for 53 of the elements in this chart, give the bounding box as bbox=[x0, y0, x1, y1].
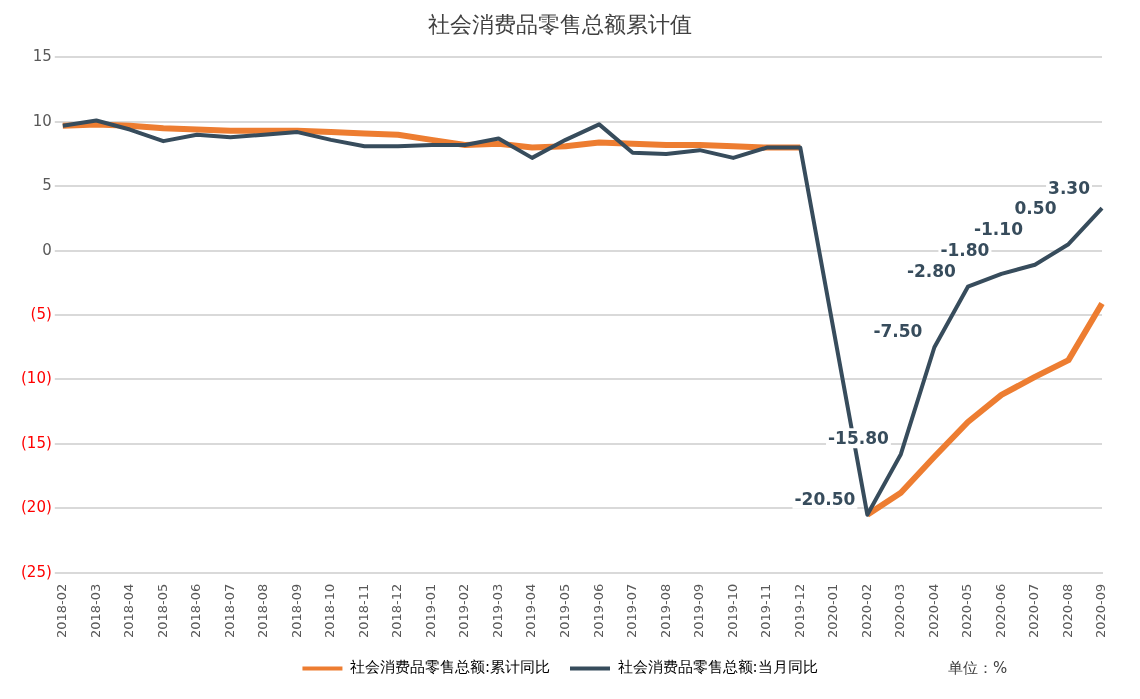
x-tick-label: 2019-03 bbox=[489, 583, 505, 639]
x-tick-label: 2019-12 bbox=[791, 583, 807, 639]
data-label: -20.50 bbox=[794, 488, 856, 509]
x-tick-label: 2019-11 bbox=[758, 583, 774, 639]
x-tick-label: 2019-04 bbox=[523, 583, 539, 639]
x-tick-label: 2019-02 bbox=[456, 583, 472, 639]
x-tick-label: 2018-04 bbox=[121, 583, 137, 639]
y-tick-label: 10 bbox=[32, 111, 52, 130]
x-tick-label: 2019-07 bbox=[624, 583, 640, 639]
x-tick-label: 2020-07 bbox=[1026, 583, 1042, 639]
y-tick-label: (25) bbox=[20, 562, 52, 581]
x-tick-label: 2018-12 bbox=[389, 583, 405, 639]
x-tick-label: 2019-09 bbox=[691, 583, 707, 639]
x-tick-label: 2019-08 bbox=[657, 583, 673, 639]
x-tick-label: 2019-10 bbox=[724, 583, 740, 639]
data-label: 0.50 bbox=[1014, 198, 1057, 219]
y-tick-label: (5) bbox=[30, 304, 52, 323]
y-tick-label: (10) bbox=[20, 369, 52, 388]
x-tick-label: 2018-06 bbox=[188, 583, 204, 639]
x-tick-label: 2019-06 bbox=[590, 583, 606, 639]
x-tick-label: 2020-02 bbox=[858, 583, 874, 639]
legend-label: 社会消费品零售总额:累计同比 bbox=[349, 658, 551, 677]
x-tick-label: 2020-06 bbox=[992, 583, 1008, 639]
data-label: -1.80 bbox=[940, 239, 990, 260]
y-tick-label: (15) bbox=[20, 433, 52, 452]
x-tick-label: 2018-11 bbox=[355, 583, 371, 639]
chart-title: 社会消费品零售总额累计值 bbox=[428, 11, 692, 37]
x-tick-label: 2018-08 bbox=[255, 583, 271, 639]
x-tick-label: 2018-10 bbox=[322, 583, 338, 639]
x-tick-label: 2018-03 bbox=[87, 583, 103, 639]
x-tick-label: 2018-02 bbox=[54, 583, 70, 639]
data-label: -15.80 bbox=[828, 428, 890, 449]
data-label: 3.30 bbox=[1048, 178, 1091, 199]
y-tick-label: (20) bbox=[20, 498, 52, 517]
text: 单位：% bbox=[948, 658, 1008, 677]
x-tick-label: 2020-08 bbox=[1059, 583, 1075, 639]
x-tick-label: 2020-04 bbox=[925, 583, 941, 639]
data-label: -1.10 bbox=[973, 218, 1024, 239]
x-tick-label: 2019-05 bbox=[557, 583, 573, 639]
x-tick-label: 2020-03 bbox=[892, 583, 908, 639]
x-tick-label: 2019-01 bbox=[422, 583, 438, 639]
x-tick-label: 2018-09 bbox=[288, 583, 304, 639]
y-tick-label: 15 bbox=[32, 47, 52, 66]
x-tick-label: 2020-05 bbox=[959, 583, 975, 639]
y-tick-label: 5 bbox=[42, 176, 52, 195]
data-label: -2.80 bbox=[906, 260, 957, 281]
x-tick-label: 2018-07 bbox=[221, 583, 237, 639]
x-tick-label: 2018-05 bbox=[154, 583, 170, 639]
legend-label: 社会消费品零售总额:当月同比 bbox=[617, 658, 818, 677]
data-label: -7.50 bbox=[873, 321, 923, 342]
y-tick-label: 0 bbox=[42, 240, 52, 259]
x-tick-label: 2020-01 bbox=[825, 583, 841, 639]
x-tick-label: 2020-09 bbox=[1093, 583, 1109, 639]
